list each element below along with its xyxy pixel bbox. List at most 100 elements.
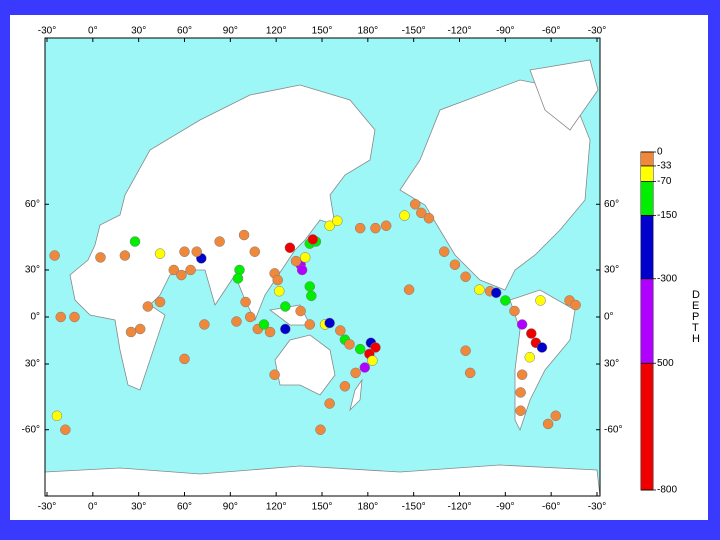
- lon-label-top: -30°: [588, 26, 606, 37]
- earthquake: [280, 323, 291, 335]
- earthquake: [304, 281, 316, 292]
- earthquake: [280, 301, 291, 312]
- earthquake: [354, 222, 366, 234]
- earthquake: [176, 269, 187, 281]
- earthquake: [490, 287, 502, 299]
- earthquake: [154, 296, 166, 308]
- earthquake: [168, 264, 180, 276]
- colorbar-tick-label: -70: [657, 176, 672, 187]
- earthquake: [264, 326, 276, 338]
- lon-label-top: 180°: [357, 26, 378, 37]
- lon-label-bottom: 150°: [312, 502, 333, 513]
- colorbar-tick-label: 500: [657, 358, 674, 369]
- earthquake: [409, 199, 421, 210]
- earthquake: [324, 398, 335, 409]
- earthquake: [509, 305, 520, 317]
- colorbar-tick-label: -800: [657, 485, 677, 496]
- earthquake: [185, 264, 196, 276]
- earthquake: [474, 284, 485, 295]
- earthquake: [134, 323, 146, 335]
- earthquake: [142, 301, 154, 312]
- earthquake: [315, 424, 326, 435]
- earthquake: [240, 296, 251, 308]
- lat-label-left: 30°: [25, 359, 40, 370]
- earthquake: [258, 319, 270, 330]
- lon-label-bottom: -60°: [542, 502, 560, 513]
- colorbar-tick-label: -33: [657, 161, 672, 172]
- lon-label-top: -90°: [496, 26, 514, 37]
- lon-label-top: -60°: [542, 26, 560, 37]
- colorbar-tick-label: -300: [657, 273, 677, 284]
- earthquake: [449, 259, 461, 270]
- colorbar-band: [641, 278, 653, 364]
- earthquake: [332, 215, 343, 227]
- lon-label-top: 0°: [88, 26, 98, 37]
- earthquake: [179, 246, 190, 257]
- lat-label-left: -60°: [22, 424, 40, 435]
- earthquake: [214, 236, 225, 247]
- earthquake: [49, 250, 60, 261]
- earthquake: [515, 405, 526, 416]
- earthquake: [516, 369, 528, 380]
- earthquake: [515, 387, 526, 398]
- earthquake: [51, 410, 63, 422]
- earthquake: [350, 367, 361, 379]
- lon-label-top: 30°: [131, 26, 146, 37]
- lon-label-bottom: -90°: [496, 502, 514, 513]
- earthquake: [536, 342, 548, 353]
- earthquake: [516, 319, 528, 330]
- lon-label-top: -30°: [38, 26, 56, 37]
- earthquake: [367, 355, 378, 366]
- earthquake: [296, 264, 308, 276]
- earthquake: [460, 345, 471, 356]
- earthquake: [125, 326, 137, 338]
- colorbar-tick-label: 0: [657, 147, 663, 158]
- colorbar-tick-label: -150: [657, 210, 677, 221]
- colorbar-band: [641, 181, 653, 216]
- colorbar-band: [641, 165, 653, 182]
- earthquake: [231, 316, 242, 327]
- lon-label-bottom: -30°: [588, 502, 606, 513]
- lon-label-bottom: -120°: [447, 502, 471, 513]
- earthquake: [324, 317, 335, 329]
- lat-label-right: 30°: [604, 265, 619, 276]
- earthquake: [191, 246, 202, 257]
- colorbar-band: [641, 152, 653, 166]
- earthquake: [339, 381, 351, 392]
- lon-label-bottom: -150°: [402, 502, 426, 513]
- earthquake: [307, 234, 319, 245]
- earthquake: [95, 252, 106, 263]
- earthquake: [380, 220, 392, 231]
- lon-label-top: -150°: [402, 26, 426, 37]
- earthquake: [179, 353, 190, 365]
- earthquake: [69, 311, 80, 323]
- earthquake: [249, 246, 261, 257]
- lon-label-bottom: -30°: [38, 502, 56, 513]
- earthquake: [304, 319, 316, 330]
- lat-label-right: 0°: [604, 312, 614, 323]
- lon-label-bottom: 120°: [266, 502, 287, 513]
- earthquake: [306, 290, 317, 302]
- earthquake: [344, 339, 355, 350]
- lon-label-top: -120°: [447, 26, 471, 37]
- lon-label-top: 60°: [177, 26, 192, 37]
- earthquake: [299, 252, 311, 263]
- colorbar-label: DEPTH: [692, 289, 700, 345]
- earthquake: [438, 246, 450, 257]
- earthquake: [199, 319, 210, 330]
- earthquake: [129, 236, 141, 247]
- earthquake: [284, 242, 296, 253]
- lat-label-left: 0°: [30, 312, 40, 323]
- earthquake: [464, 367, 476, 379]
- earthquake: [238, 229, 250, 241]
- lat-label-left: 60°: [25, 199, 40, 210]
- lon-label-bottom: 180°: [357, 502, 378, 513]
- earthquake: [423, 212, 435, 224]
- earthquake: [295, 305, 306, 317]
- lon-label-bottom: 0°: [88, 502, 98, 513]
- earthquake: [60, 424, 71, 435]
- colorbar-band: [641, 363, 653, 490]
- earthquake: [370, 222, 381, 234]
- earthquake: [232, 273, 244, 284]
